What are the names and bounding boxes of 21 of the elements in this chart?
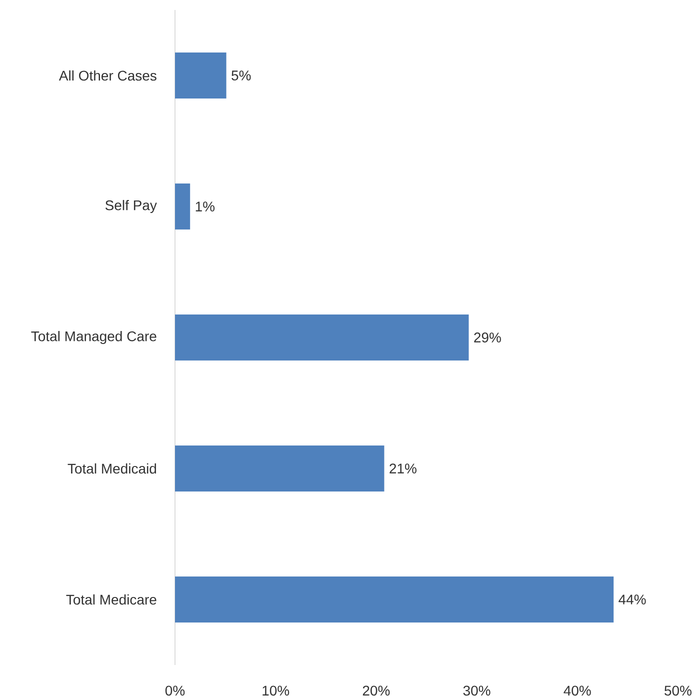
y-tick-label: Total Medicare [66,594,156,605]
x-tick-label: 10% [262,686,290,696]
x-tick-label: 30% [463,686,490,696]
data-label: 21% [390,464,416,474]
x-tick-label: 0% [165,686,185,696]
data-label: 1% [196,202,215,212]
y-tick-label: Total Managed Care [31,330,156,344]
data-label: 5% [232,70,251,80]
data-label: 44% [618,594,646,604]
y-tick-label: Total Medicaid [68,463,156,474]
bar [175,314,469,360]
y-tick-label: Self Pay [105,200,157,214]
bar [175,445,384,492]
y-tick-label: All Other Cases [58,70,156,81]
bar [175,184,190,230]
bar [175,576,614,622]
x-tick-label: 20% [362,686,390,696]
x-tick-label: 40% [564,686,591,696]
data-label: 29% [474,332,501,342]
x-tick-label: 50% [664,686,692,696]
bar [175,52,226,98]
